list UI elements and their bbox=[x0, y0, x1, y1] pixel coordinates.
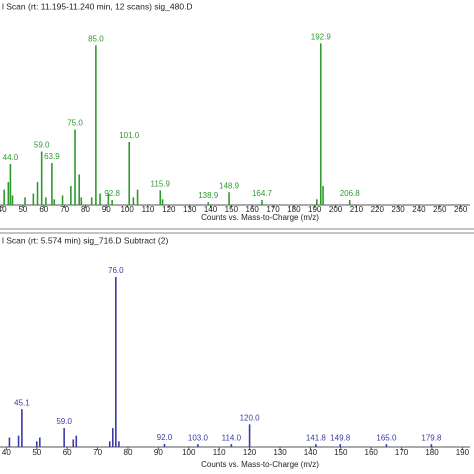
data-label: 101.0 bbox=[119, 131, 140, 140]
x-tick-label: 140 bbox=[304, 448, 318, 457]
x-axis-label: Counts vs. Mass-to-Charge (m/z) bbox=[201, 460, 319, 469]
x-tick-label: 50 bbox=[32, 448, 41, 457]
x-axis-label: Counts vs. Mass-to-Charge (m/z) bbox=[201, 213, 319, 222]
x-tick-label: 110 bbox=[213, 448, 226, 457]
data-label: 149.8 bbox=[330, 433, 351, 442]
x-tick-label: 160 bbox=[365, 448, 379, 457]
chart-title: l Scan (rt: 5.574 min) sig_716.D Subtrac… bbox=[2, 235, 168, 245]
x-tick-label: 240 bbox=[412, 205, 426, 214]
data-label: 92.8 bbox=[104, 189, 120, 198]
chart-title: l Scan (rt: 11.195-11.240 min, 12 scans)… bbox=[2, 1, 193, 11]
data-label: 59.0 bbox=[34, 141, 50, 150]
x-tick-label: 80 bbox=[124, 448, 133, 457]
x-tick-label: 170 bbox=[395, 448, 409, 457]
x-tick-label: 130 bbox=[183, 205, 197, 214]
x-tick-label: 110 bbox=[142, 205, 155, 214]
data-label: 115.9 bbox=[151, 179, 171, 188]
data-label: 45.1 bbox=[14, 398, 30, 407]
x-tick-label: 230 bbox=[391, 205, 405, 214]
data-label: 141.8 bbox=[306, 433, 327, 442]
data-label: 92.0 bbox=[157, 433, 173, 442]
data-label: 148.9 bbox=[219, 181, 240, 190]
data-label: 103.0 bbox=[188, 433, 209, 442]
x-tick-label: 40 bbox=[2, 448, 11, 457]
x-tick-label: 190 bbox=[456, 448, 470, 457]
x-tick-label: 180 bbox=[287, 205, 301, 214]
x-tick-label: 90 bbox=[154, 448, 163, 457]
x-tick-label: 250 bbox=[433, 205, 447, 214]
x-tick-label: 170 bbox=[266, 205, 280, 214]
data-label: 179.8 bbox=[421, 433, 442, 442]
x-tick-label: 60 bbox=[63, 448, 72, 457]
x-tick-label: 120 bbox=[162, 205, 176, 214]
data-label: 59.0 bbox=[56, 417, 72, 426]
x-tick-label: 190 bbox=[308, 205, 322, 214]
data-label: 63.9 bbox=[44, 152, 60, 161]
x-tick-label: 130 bbox=[273, 448, 287, 457]
x-tick-label: 80 bbox=[81, 205, 90, 214]
data-label: 120.0 bbox=[240, 413, 261, 422]
data-label: 206.8 bbox=[340, 189, 361, 198]
x-tick-label: 50 bbox=[18, 205, 27, 214]
x-tick-label: 90 bbox=[102, 205, 111, 214]
x-tick-label: 150 bbox=[225, 205, 239, 214]
x-tick-label: 100 bbox=[120, 205, 134, 214]
x-tick-label: 220 bbox=[371, 205, 385, 214]
data-label: 75.0 bbox=[67, 119, 83, 128]
x-tick-label: 200 bbox=[329, 205, 343, 214]
x-tick-label: 160 bbox=[246, 205, 260, 214]
x-tick-label: 70 bbox=[93, 448, 102, 457]
data-label: 44.0 bbox=[3, 153, 19, 162]
x-tick-label: 120 bbox=[243, 448, 257, 457]
data-label: 85.0 bbox=[88, 34, 104, 43]
x-tick-label: 140 bbox=[204, 205, 218, 214]
x-tick-label: 180 bbox=[425, 448, 439, 457]
x-tick-label: 260 bbox=[454, 205, 468, 214]
data-label: 138.9 bbox=[198, 191, 219, 200]
data-label: 114.0 bbox=[222, 433, 242, 442]
x-tick-label: 40 bbox=[0, 205, 7, 214]
data-label: 165.0 bbox=[376, 433, 397, 442]
x-tick-label: 150 bbox=[334, 448, 348, 457]
x-tick-label: 210 bbox=[350, 205, 364, 214]
data-label: 164.7 bbox=[252, 189, 273, 198]
x-tick-label: 60 bbox=[39, 205, 48, 214]
data-label: 76.0 bbox=[108, 266, 124, 275]
x-tick-label: 70 bbox=[60, 205, 69, 214]
data-label: 192.9 bbox=[311, 33, 332, 42]
x-tick-label: 100 bbox=[182, 448, 196, 457]
